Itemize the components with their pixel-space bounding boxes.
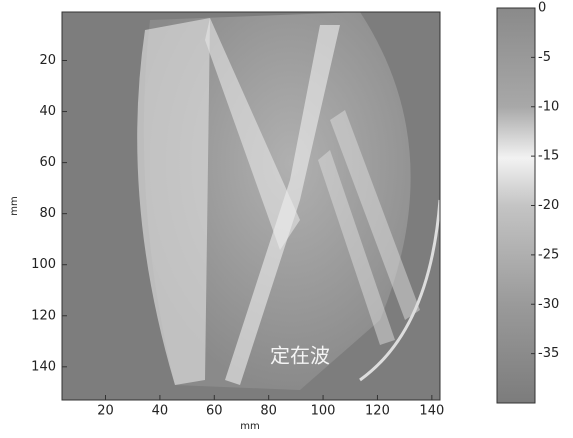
x-tick-label: 140 [419,404,444,419]
y-axis-label: mm [9,196,20,215]
y-tick-label: 40 [39,104,56,119]
y-tick-label: 60 [39,155,56,170]
colorbar-tick-label: -5 [538,50,551,65]
y-tick-label: 100 [31,257,56,272]
colorbar-tick-label: -15 [538,149,559,164]
y-tick-label: 120 [31,308,56,323]
colorbar-tick-label: -30 [538,297,559,312]
x-tick-label: 120 [365,404,390,419]
y-tick-label: 80 [39,206,56,221]
x-tick-label: 40 [152,404,169,419]
x-axis-label: mm [240,421,259,432]
y-tick-label: 20 [39,53,56,68]
x-tick-label: 80 [260,404,277,419]
chart: 定在波 mm mm 20 40 60 80 100 120 140 20 40 60 80 100 12… [0,0,573,434]
image [62,12,440,400]
colorbar-tick-label: -25 [538,247,559,262]
y-tick-label: 140 [31,359,56,374]
colorbar [497,8,535,403]
x-tick-label: 60 [206,404,223,419]
colorbar-tick-label: 0 [538,1,546,16]
x-tick-label: 20 [97,404,114,419]
colorbar-tick-label: -20 [538,198,559,213]
colorbar-tick-label: -35 [538,346,559,361]
annotation: 定在波 [270,344,330,368]
x-tick-label: 100 [311,404,336,419]
colorbar-tick-label: -10 [538,99,559,114]
